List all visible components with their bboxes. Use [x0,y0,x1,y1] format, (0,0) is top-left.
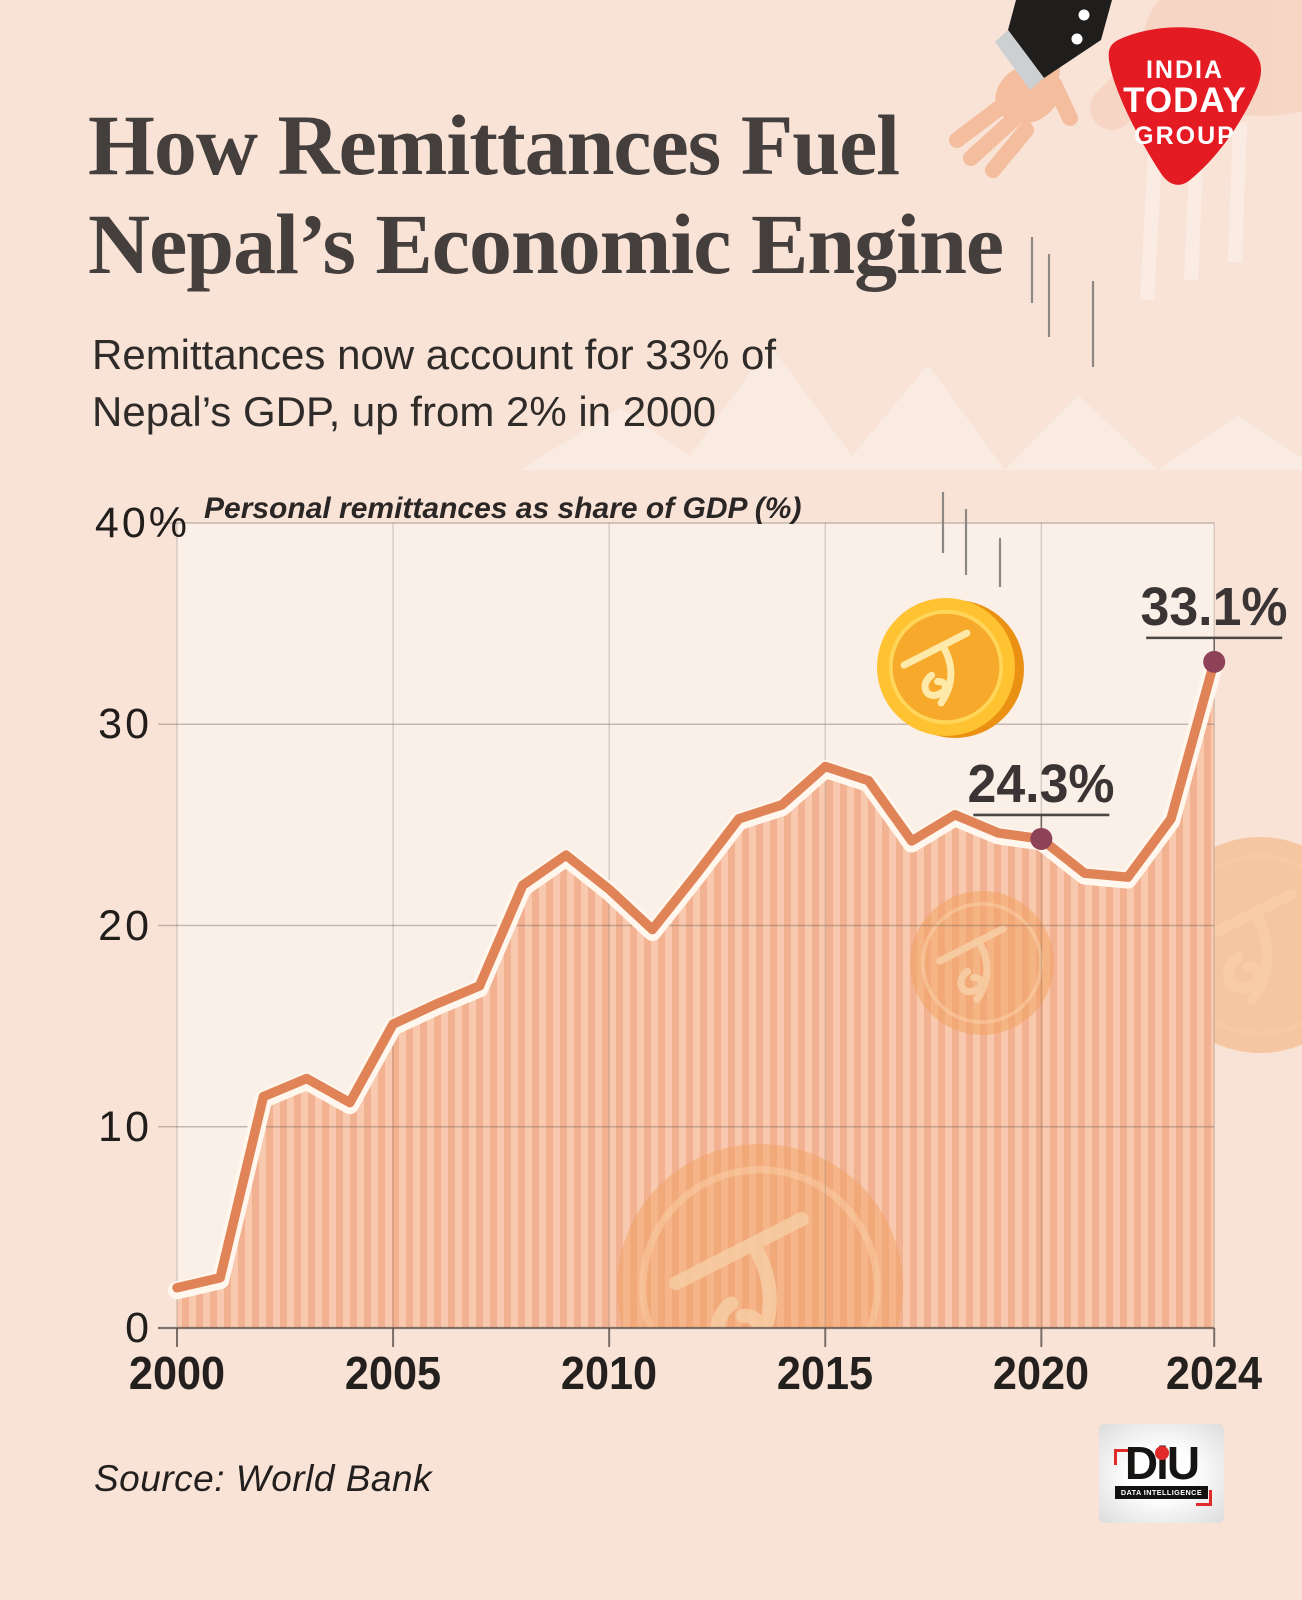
x-axis-label: 2020 [993,1347,1090,1399]
page-subtitle: Remittances now account for 33% of Nepal… [92,326,892,440]
y-axis-label: 30 [98,700,152,749]
rupee-coin-icon [910,891,1054,1035]
rupee-coin-icon [617,1144,903,1328]
x-axis-label: 2005 [344,1347,442,1399]
logo-text-india: INDIA [1146,56,1224,84]
y-axis-label: 40% [94,499,190,547]
diu-bracket-icon [1196,1490,1212,1506]
title-line-1: How Remittances Fuel [88,97,900,193]
rupee-coin-icon [877,598,1024,738]
nepali-rupee-glyph-icon [669,1212,809,1328]
chart-title: Personal remittances as share of GDP (%) [204,492,802,525]
x-axis-label: 2015 [777,1347,874,1399]
page-title: How Remittances Fuel Nepal’s Economic En… [88,96,1068,294]
logo-text-group: GROUP [1134,122,1236,150]
y-axis-label: 0 [125,1304,152,1352]
y-axis-label: 10 [98,1102,152,1151]
y-axis-label: 20 [98,901,152,950]
source-note: Source: World Bank [94,1458,433,1499]
nepali-rupee-glyph-icon [936,925,1007,1003]
nepali-rupee-glyph-icon [900,629,971,707]
x-axis-label: 2010 [561,1347,658,1399]
diu-red-dot-icon [1154,1446,1169,1460]
diu-logo-card: DiU DATA INTELLIGENCE UNIT [1099,1424,1224,1523]
title-line-2: Nepal’s Economic Engine [88,196,1004,292]
subtitle-line-2: Nepal’s GDP, up from 2% in 2000 [92,388,717,435]
annotation-label: 33.1% [1140,576,1288,637]
diu-bracket-icon [1114,1449,1130,1465]
india-today-group-logo: INDIA TODAY GROUP [1108,27,1262,185]
annotation-label: 24.3% [967,753,1115,814]
logo-text-today: TODAY [1123,81,1247,120]
subtitle-line-1: Remittances now account for 33% of [92,331,777,378]
diu-tagline: DATA INTELLIGENCE UNIT [1115,1486,1208,1510]
x-axis-label: 2000 [128,1347,226,1399]
x-axis-label: 2024 [1166,1347,1263,1399]
